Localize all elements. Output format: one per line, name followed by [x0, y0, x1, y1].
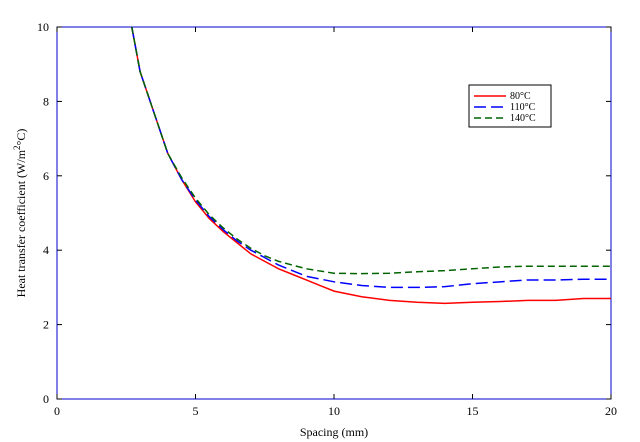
axis-ticks: 0 5 10 15 20 0 2 4 6 8 10 [37, 20, 617, 418]
y-tick-label: 0 [43, 392, 49, 406]
series-line-1 [131, 26, 611, 289]
y-tick-label: 4 [43, 243, 49, 257]
series-layer [131, 26, 611, 305]
plot-frame [56, 26, 612, 400]
x-tick-label: 20 [605, 404, 617, 418]
legend-label-0: 80°C [510, 91, 531, 102]
y-axis-title-unit: °C) [14, 129, 28, 146]
x-tick-label: 5 [193, 404, 199, 418]
series-line-0 [131, 26, 611, 305]
x-tick-label: 15 [467, 404, 479, 418]
legend-box [468, 84, 552, 128]
y-tick-label: 2 [43, 318, 49, 332]
series-line-2 [131, 26, 611, 275]
y-tick-label: 6 [43, 169, 49, 183]
x-tick-label: 0 [54, 404, 60, 418]
y-tick-label: 10 [37, 20, 49, 34]
legend-label-2: 140°C [510, 113, 536, 124]
legend-label-1: 110°C [510, 102, 536, 113]
x-axis-title: Spacing (mm) [300, 425, 368, 439]
y-axis-title: Heat transfer coefficient (W/m2°C) [12, 129, 28, 298]
y-tick-label: 8 [43, 94, 49, 108]
y-axis-title-superscript: 2 [12, 145, 22, 150]
y-axis-title-main: Heat transfer coefficient (W/m [14, 149, 28, 297]
x-tick-label: 10 [328, 404, 340, 418]
